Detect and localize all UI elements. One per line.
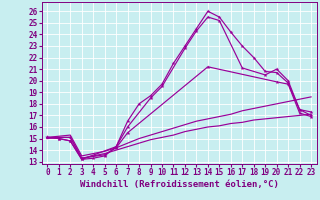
X-axis label: Windchill (Refroidissement éolien,°C): Windchill (Refroidissement éolien,°C)	[80, 180, 279, 189]
